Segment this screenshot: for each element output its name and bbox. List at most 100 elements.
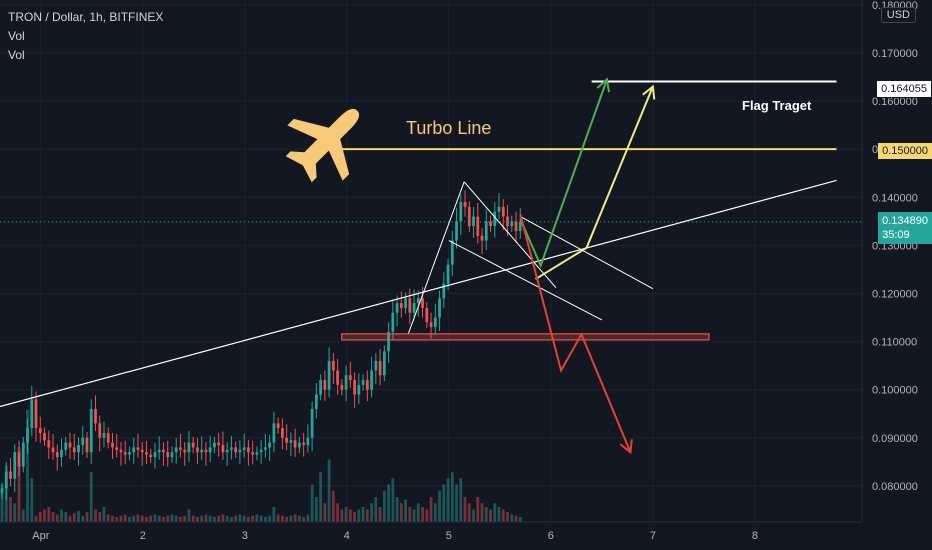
volume-bar [476,497,480,522]
volume-bar [55,514,59,522]
candle-body [391,312,395,332]
candle-body [497,206,501,212]
price-tick-label: 0.180000 [872,0,918,12]
candle-body [323,380,327,390]
candle-body [319,380,322,395]
volume-bar [259,515,263,522]
candle-body [510,221,514,227]
volume-bar [455,484,458,522]
volume-bar [331,490,335,522]
candle-body [484,221,488,241]
volume-bar [442,484,446,522]
volume-bar [60,509,63,522]
candle-body [506,216,509,227]
current-price-tag: 0.134890 35:09 [878,212,932,244]
volume-bar [357,509,361,522]
volume-bar [238,514,242,522]
volume-bar [247,517,250,522]
volume-bar [200,515,204,522]
volume-legend-2[interactable]: Vol [8,48,25,62]
price-tick-label: 0.080000 [872,481,918,493]
volume-bar [514,515,518,522]
candle-body [13,452,17,479]
candle-body [438,298,441,318]
volume-bar [493,503,497,522]
volume-bar [170,514,174,522]
candle-body [408,298,412,313]
volume-bar [221,514,225,522]
current-price-value: 0.134890 [882,215,928,227]
volume-bar [365,509,369,522]
time-tick-label: 7 [650,530,656,542]
candle-body [310,408,314,438]
volume-bar [510,514,514,522]
volume-bar [319,472,322,522]
time-tick-label: 2 [140,530,146,542]
flag-line [463,181,557,289]
volume-bar [412,509,416,522]
volume-legend-1[interactable]: Vol [8,29,25,43]
candle-body [374,360,378,371]
volume-bar [191,515,195,522]
candle-body [115,447,119,450]
green-arrow-head [596,77,611,93]
trend-line [0,179,837,408]
volume-bar [518,517,522,522]
volume-bar [391,478,395,522]
symbol-title[interactable]: TRON / Dollar, 1h, BITFINEX [8,10,164,24]
volume-bar [132,515,136,522]
volume-bar [72,513,76,522]
volume-bar [306,514,310,522]
candle-body [353,380,356,395]
volume-bar [463,497,467,522]
candle-body [166,452,170,458]
candle-body [55,452,59,458]
candle-body [378,360,382,376]
volume-bar [395,497,399,522]
candle-body [162,449,165,453]
candle-body [467,206,471,227]
time-axis[interactable]: Apr 2 3 4 5 6 7 8 [32,530,758,542]
volume-bar [416,503,420,522]
volume-bar [429,497,433,522]
candle-body [450,240,454,265]
candle-body [30,399,34,429]
yellow-arrow [535,86,654,280]
volume-bar [179,517,182,522]
volume-bar [506,512,509,522]
flag-line [520,216,654,290]
currency-button[interactable]: USD [880,7,916,23]
candle-body [128,452,131,455]
volume-bar [30,478,34,522]
candle-body [200,449,204,453]
candle-body [153,452,157,458]
candle-body [399,303,403,308]
candle-body [123,452,127,455]
candle-body [17,452,21,467]
candle-body [204,449,208,453]
candle-body [106,432,110,443]
candle-body [234,447,238,453]
candle-body [183,449,187,453]
volume-bar [378,507,382,522]
candle-body [336,370,339,385]
volume-bar [106,514,110,522]
volume-bar [264,517,267,522]
grid [0,0,862,522]
volume-bar [115,517,119,522]
volume-bar [314,497,318,522]
red-arrow-head [619,439,633,455]
volume-bar [344,507,348,522]
drawings [0,77,862,455]
candle-body [514,221,518,231]
candle-body [272,423,276,443]
volume-bar [323,503,327,522]
candle-body [60,449,63,458]
volume-bar [225,515,229,522]
volume-bar [9,497,12,522]
volume-bar [94,509,97,522]
candle-body [217,442,221,446]
flag-line [407,181,465,335]
candle-body [285,437,289,443]
